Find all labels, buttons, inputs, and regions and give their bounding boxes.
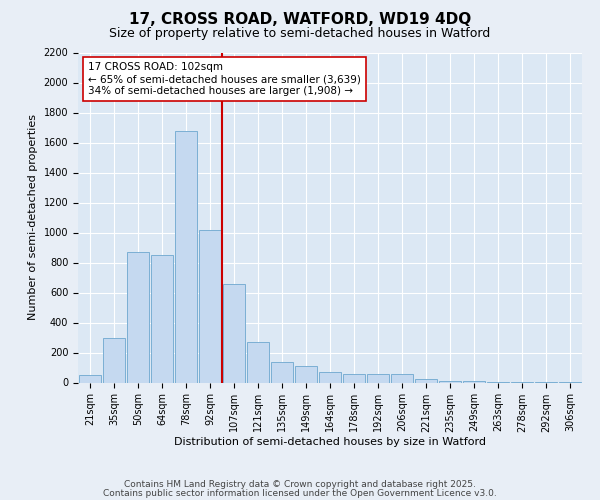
Bar	[199, 230, 221, 382]
Bar	[223, 284, 245, 382]
Bar	[343, 374, 365, 382]
Text: 17 CROSS ROAD: 102sqm
← 65% of semi-detached houses are smaller (3,639)
34% of s: 17 CROSS ROAD: 102sqm ← 65% of semi-deta…	[88, 62, 361, 96]
Bar	[295, 366, 317, 382]
Text: Contains public sector information licensed under the Open Government Licence v3: Contains public sector information licen…	[103, 488, 497, 498]
Text: 17, CROSS ROAD, WATFORD, WD19 4DQ: 17, CROSS ROAD, WATFORD, WD19 4DQ	[129, 12, 471, 28]
Bar	[151, 255, 173, 382]
Text: Size of property relative to semi-detached houses in Watford: Size of property relative to semi-detach…	[109, 28, 491, 40]
Bar	[79, 375, 101, 382]
Bar	[271, 362, 293, 382]
Bar	[439, 381, 461, 382]
Bar	[319, 372, 341, 382]
Bar	[103, 338, 125, 382]
Bar	[367, 374, 389, 382]
Bar	[463, 381, 485, 382]
Bar	[391, 374, 413, 382]
Text: Contains HM Land Registry data © Crown copyright and database right 2025.: Contains HM Land Registry data © Crown c…	[124, 480, 476, 489]
Bar	[247, 342, 269, 382]
Bar	[175, 130, 197, 382]
Y-axis label: Number of semi-detached properties: Number of semi-detached properties	[28, 114, 38, 320]
Bar	[127, 252, 149, 382]
X-axis label: Distribution of semi-detached houses by size in Watford: Distribution of semi-detached houses by …	[174, 437, 486, 447]
Bar	[415, 379, 437, 382]
